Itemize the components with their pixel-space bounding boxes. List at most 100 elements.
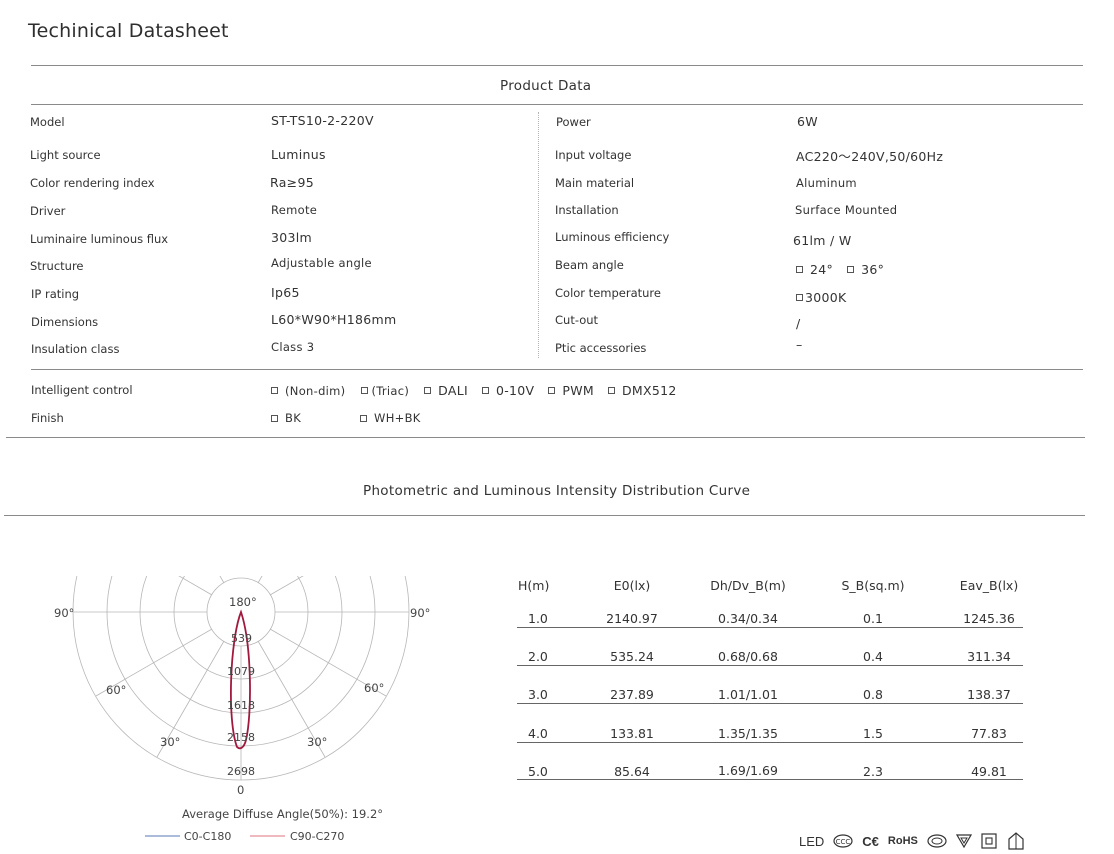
polar-radial-label: 2698 [227,765,255,778]
divider [31,65,1083,66]
control-option-triac[interactable]: (Triac) [361,384,409,398]
polar-spoke [257,576,263,584]
table-cell: 5.0 [528,764,548,779]
checkbox-icon [481,387,489,394]
spec-value-luminous-flux: 303lm [271,230,313,245]
spec-label-color-temperature: Color temperature [555,286,661,300]
polar-spoke [269,628,387,697]
polar-angle-label-0: 0 [237,783,245,797]
control-option-dmx512[interactable]: DMX512 [607,383,677,398]
table-cell: 0.8 [863,687,883,702]
photometric-heading: Photometric and Luminous Intensity Distr… [363,483,751,499]
spec-label-power: Power [556,115,591,129]
polar-spoke [156,640,225,758]
divider [6,437,1085,438]
control-option-dali[interactable]: DALI [424,383,468,398]
spec-label-beam-angle: Beam angle [555,258,624,272]
spec-label-model: Model [30,115,65,129]
checkbox-icon [796,294,803,301]
table-cell: 133.81 [610,726,654,741]
luminous-intensity-curve [230,609,251,750]
polar-angle-label-60-left: 60° [106,683,127,697]
polar-angle-label-90-right: 90° [410,606,431,620]
table-cell: 311.34 [967,649,1011,664]
cqc-icon [927,834,947,848]
checkbox-icon [271,387,278,394]
table-row-line [517,627,1023,628]
table-row-line [517,779,1023,780]
beam-option-24[interactable]: 24° [796,262,833,277]
polar-angle-label-30-left: 30° [160,735,181,749]
spec-value-ip-rating: Ip65 [271,285,300,300]
spec-value-luminous-efficiency: 61lm / W [793,233,852,248]
spec-value-structure: Adjustable angle [271,256,372,270]
spec-value-cri: Ra≥95 [270,175,314,190]
color-temperature-option[interactable]: 3000K [796,290,847,305]
led-mark: LED [799,833,825,849]
spec-label-ip-rating: IP rating [31,287,80,301]
spec-label-dimensions: Dimensions [31,315,99,329]
spec-label-cut-out: Cut-out [555,313,599,327]
spec-value-optic-accessories: – [796,337,803,352]
control-option-non-dim[interactable]: (Non-dim) [271,384,345,398]
checkbox-icon [847,266,855,273]
spec-value-driver: Remote [271,203,318,217]
table-header: Dh/Dv_B(m) [710,578,786,593]
spec-label-structure: Structure [30,259,84,273]
table-row-line [517,703,1023,704]
divider [4,515,1085,516]
spec-label-luminous-flux: Luminaire luminous flux [30,232,169,246]
table-cell: 1.35/1.35 [718,726,778,741]
divider [31,104,1083,105]
spec-value-color-temperature: 3000K [805,290,847,305]
double-insulation-icon [981,833,997,849]
polar-angle-label-30-right: 30° [307,735,328,749]
spec-value-main-material: Aluminum [796,176,857,190]
table-cell: 237.89 [610,687,654,702]
finish-option-bk[interactable]: BK [271,411,301,425]
table-cell: 1.01/1.01 [718,687,778,702]
table-row-line [517,665,1023,666]
table-header: E0(lx) [613,578,651,593]
table-cell: 77.83 [971,726,1007,741]
spec-label-cri: Color rendering index [30,176,155,190]
spec-value-input-voltage: AC220～240V,50/60Hz [796,149,944,164]
finish-label: Finish [31,411,64,425]
checkbox-icon [361,387,369,394]
beam-option-36[interactable]: 36° [847,262,884,277]
spec-label-luminous-efficiency: Luminous efficiency [555,230,670,244]
finish-options: BK WH+BK [271,411,421,425]
polar-caption: Average Diffuse Angle(50%): 19.2° [182,807,384,821]
table-header: H(m) [518,578,550,593]
checkbox-icon [548,387,556,394]
beam-angle-options: 24° 36° [796,262,884,277]
spec-value-power: 6W [797,114,818,129]
checkbox-icon [607,387,615,394]
polar-spoke [178,576,213,596]
control-option-pwm[interactable]: PWM [548,383,594,398]
polar-diagram [72,576,410,837]
spec-label-driver: Driver [30,204,66,218]
polar-spoke [219,576,225,584]
table-cell: 2.3 [863,764,883,779]
table-cell: 138.37 [967,687,1011,702]
ce-icon: C€ [862,833,879,849]
table-cell: 1.0 [528,611,548,626]
polar-radial-label: 1079 [227,665,255,678]
control-option-0-10v[interactable]: 0-10V [481,383,534,398]
polar-angle-label-60-right: 60° [364,681,385,695]
certification-marks: LED CCC C€ RoHS [799,832,1026,850]
divider [31,369,1083,370]
polar-angle-label-180: 180° [229,595,257,609]
table-cell: 1245.36 [963,611,1015,626]
legend-label-c90-c270: C90-C270 [290,830,345,843]
table-cell: 0.34/0.34 [718,611,778,626]
product-data-heading: Product Data [500,78,592,94]
polar-radial-label: 539 [231,632,252,645]
intelligent-control-options: (Non-dim) (Triac) DALI 0-10V PWM DMX512 [271,383,677,398]
finish-option-wh-bk[interactable]: WH+BK [360,411,421,425]
spec-value-dimensions: L60*W90*H186mm [271,312,397,327]
table-cell: 1.5 [863,726,883,741]
spec-label-main-material: Main material [555,176,635,190]
checkbox-icon [796,266,803,273]
